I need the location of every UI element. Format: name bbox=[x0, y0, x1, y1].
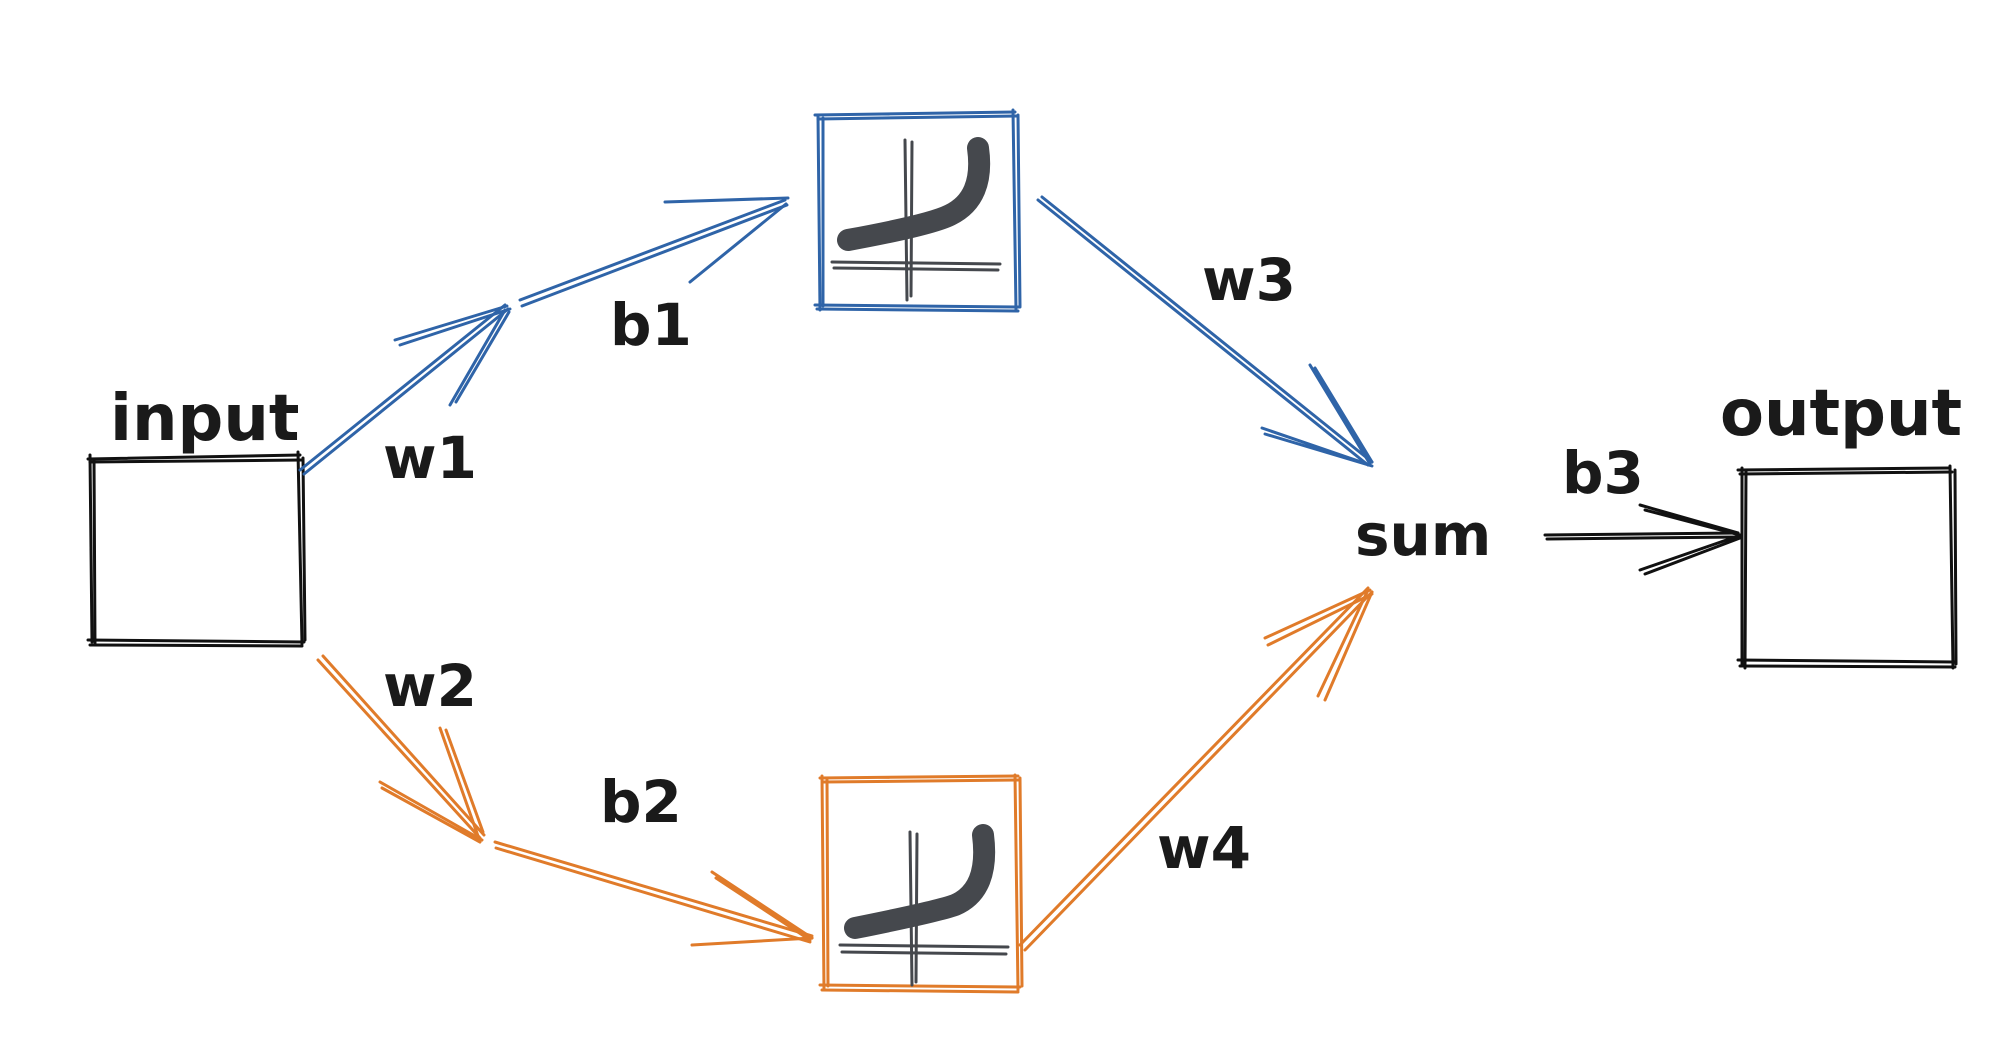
input-label: input bbox=[110, 382, 299, 456]
weight-label-w3: w3 bbox=[1202, 246, 1296, 314]
arrow-top-to-sum bbox=[1036, 195, 1374, 468]
activation-box-bottom bbox=[818, 773, 1024, 994]
activation-box-top bbox=[813, 108, 1022, 313]
softplus-icon bbox=[830, 137, 1002, 302]
input-box bbox=[86, 450, 307, 648]
arrow-sum-to-output bbox=[1543, 503, 1742, 576]
sum-node-label: sum bbox=[1355, 501, 1491, 569]
weight-label-w4: w4 bbox=[1157, 814, 1251, 882]
arrow-input-to-top bbox=[298, 196, 790, 476]
bias-label-b1: b1 bbox=[610, 291, 692, 359]
output-label: output bbox=[1720, 377, 1962, 451]
bias-label-b3: b3 bbox=[1562, 439, 1644, 507]
softplus-icon bbox=[838, 824, 1010, 987]
arrow-bottom-to-sum bbox=[1018, 586, 1374, 952]
bias-label-b2: b2 bbox=[600, 768, 682, 836]
weight-label-w1: w1 bbox=[383, 424, 477, 492]
output-box bbox=[1736, 464, 1958, 670]
weight-label-w2: w2 bbox=[383, 652, 477, 720]
arrow-input-to-bottom bbox=[316, 654, 814, 947]
